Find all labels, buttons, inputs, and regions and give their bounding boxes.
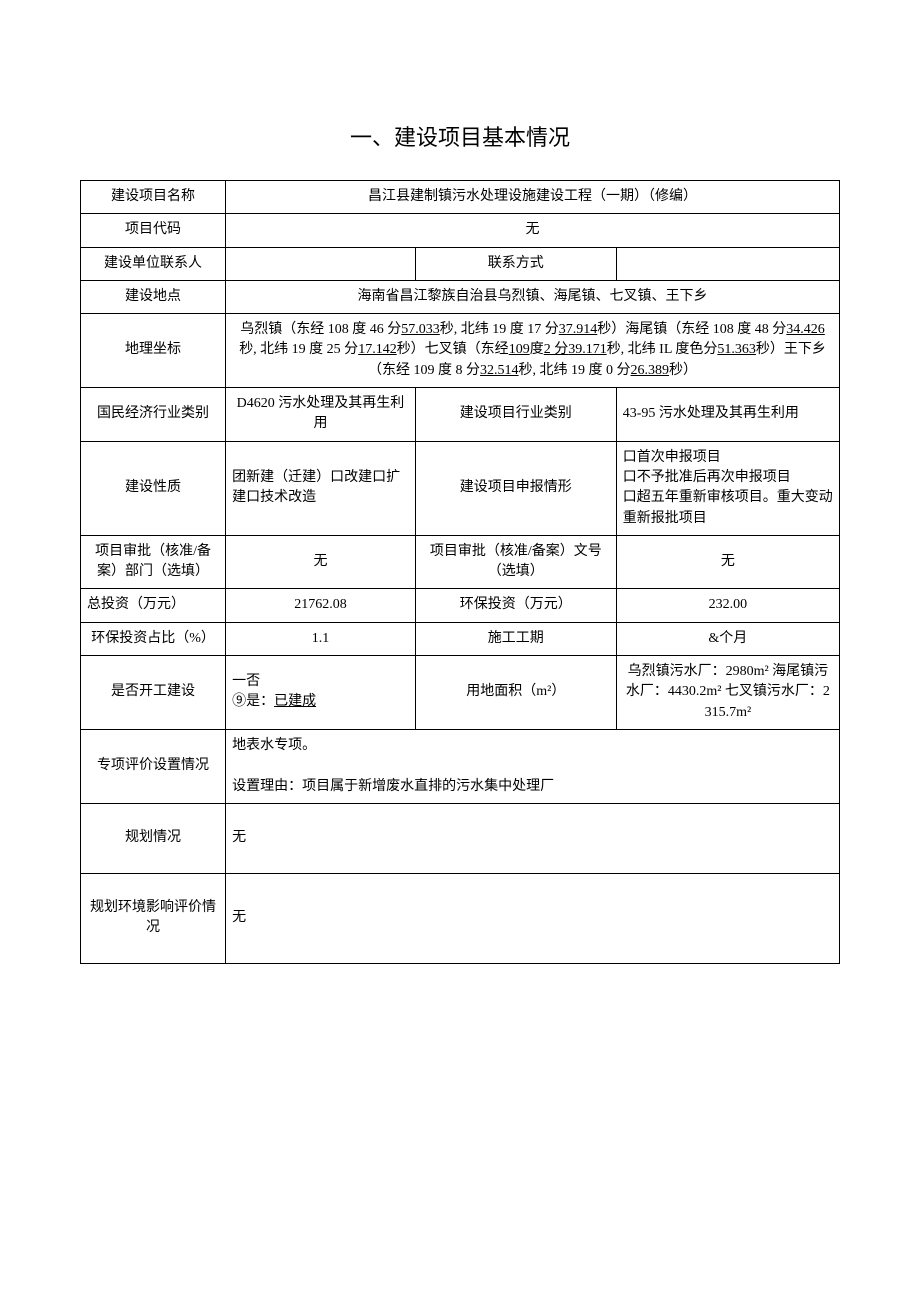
text: 秒, 北纬 19 度 17 分 [440, 322, 559, 337]
label-contact-phone: 联系方式 [415, 247, 616, 280]
value-started2: 乌烈镇污水厂：2980m² 海尾镇污水厂：4430.2m² 七叉镇污水厂：231… [616, 656, 839, 730]
table-row: 建设单位联系人 联系方式 [81, 247, 840, 280]
label-special: 专项评价设置情况 [81, 729, 226, 803]
label-started2: 用地面积（m²） [415, 656, 616, 730]
text: 秒, 北纬 19 度 25 分 [239, 342, 358, 357]
label-invest2: 环保投资（万元） [415, 589, 616, 622]
table-row: 总投资（万元） 21762.08 环保投资（万元） 232.00 [81, 589, 840, 622]
label-invest1: 总投资（万元） [81, 589, 226, 622]
text: 秒, 北纬 19 度 0 分 [519, 363, 631, 378]
text: 秒）海尾镇（东经 108 度 48 分 [597, 322, 786, 337]
text: 57.033 [401, 322, 440, 337]
label-contact: 建设单位联系人 [81, 247, 226, 280]
label-approval2: 项目审批（核准/备案）文号（选填） [415, 535, 616, 589]
table-row: 是否开工建设 一否 ⑨是：已建成 用地面积（m²） 乌烈镇污水厂：2980m² … [81, 656, 840, 730]
text: 51.363 [717, 342, 756, 357]
value-invest2: 232.00 [616, 589, 839, 622]
table-row: 地理坐标 乌烈镇（东经 108 度 46 分57.033秒, 北纬 19 度 1… [81, 314, 840, 388]
value-coords: 乌烈镇（东经 108 度 46 分57.033秒, 北纬 19 度 17 分37… [226, 314, 840, 388]
text: 度 [530, 342, 544, 357]
value-plan: 无 [226, 803, 840, 873]
label-nature2: 建设项目申报情形 [415, 441, 616, 535]
value-nature2: 口首次申报项目 口不予批准后再次申报项目 口超五年重新审核项目。重大变动重新报批… [616, 441, 839, 535]
value-industry1: D4620 污水处理及其再生利用 [226, 388, 416, 442]
text: 秒）七叉镇（东经 [397, 342, 509, 357]
label-ratio2: 施工工期 [415, 622, 616, 655]
table-row: 专项评价设置情况 地表水专项。 设置理由：项目属于新增废水直排的污水集中处理厂 [81, 729, 840, 803]
table-row: 规划环境影响评价情况 无 [81, 873, 840, 963]
value-approval1: 无 [226, 535, 416, 589]
value-started1: 一否 ⑨是：已建成 [226, 656, 416, 730]
label-industry2: 建设项目行业类别 [415, 388, 616, 442]
text: 设置理由：项目属于新增废水直排的污水集中处理厂 [232, 779, 554, 794]
label-project-code: 项目代码 [81, 214, 226, 247]
page-title: 一、建设项目基本情况 [80, 120, 840, 152]
text: 2 分 [544, 342, 569, 357]
label-plan: 规划情况 [81, 803, 226, 873]
text: 已建成 [274, 694, 316, 709]
label-planeia: 规划环境影响评价情况 [81, 873, 226, 963]
value-project-code: 无 [226, 214, 840, 247]
table-row: 建设项目名称 昌江县建制镇污水处理设施建设工程（一期）（修编） [81, 181, 840, 214]
value-ratio1: 1.1 [226, 622, 416, 655]
text: 39.171 [568, 342, 607, 357]
value-invest1: 21762.08 [226, 589, 416, 622]
label-industry1: 国民经济行业类别 [81, 388, 226, 442]
value-planeia: 无 [226, 873, 840, 963]
value-ratio2: &个月 [616, 622, 839, 655]
text: 17.142 [358, 342, 397, 357]
value-industry2: 43-95 污水处理及其再生利用 [616, 388, 839, 442]
text: ⑨是： [232, 694, 274, 709]
text: 32.514 [480, 363, 519, 378]
value-contact [226, 247, 416, 280]
label-location: 建设地点 [81, 280, 226, 313]
text: 一否 [232, 674, 260, 689]
label-project-name: 建设项目名称 [81, 181, 226, 214]
label-coords: 地理坐标 [81, 314, 226, 388]
table-row: 建设地点 海南省昌江黎族自治县乌烈镇、海尾镇、七叉镇、王下乡 [81, 280, 840, 313]
text: 地表水专项。 [232, 738, 316, 753]
text: 109 [509, 342, 530, 357]
text: 秒, 北纬 IL 度色分 [607, 342, 718, 357]
text: 乌烈镇（东经 108 度 46 分 [240, 322, 401, 337]
basic-info-table: 建设项目名称 昌江县建制镇污水处理设施建设工程（一期）（修编） 项目代码 无 建… [80, 180, 840, 964]
label-approval1: 项目审批（核准/备案）部门（选填） [81, 535, 226, 589]
text: 秒） [669, 363, 697, 378]
label-started1: 是否开工建设 [81, 656, 226, 730]
value-contact-phone [616, 247, 839, 280]
table-row: 国民经济行业类别 D4620 污水处理及其再生利用 建设项目行业类别 43-95… [81, 388, 840, 442]
text: 37.914 [559, 322, 598, 337]
table-row: 项目代码 无 [81, 214, 840, 247]
table-row: 建设性质 团新建（迁建）口改建口扩建口技术改造 建设项目申报情形 口首次申报项目… [81, 441, 840, 535]
text: 26.389 [631, 363, 670, 378]
value-location: 海南省昌江黎族自治县乌烈镇、海尾镇、七叉镇、王下乡 [226, 280, 840, 313]
value-project-name: 昌江县建制镇污水处理设施建设工程（一期）（修编） [226, 181, 840, 214]
label-ratio1: 环保投资占比（%） [81, 622, 226, 655]
label-nature1: 建设性质 [81, 441, 226, 535]
table-row: 规划情况 无 [81, 803, 840, 873]
value-nature1: 团新建（迁建）口改建口扩建口技术改造 [226, 441, 416, 535]
value-approval2: 无 [616, 535, 839, 589]
table-row: 环保投资占比（%） 1.1 施工工期 &个月 [81, 622, 840, 655]
table-row: 项目审批（核准/备案）部门（选填） 无 项目审批（核准/备案）文号（选填） 无 [81, 535, 840, 589]
value-special: 地表水专项。 设置理由：项目属于新增废水直排的污水集中处理厂 [226, 729, 840, 803]
text: 34.426 [786, 322, 825, 337]
